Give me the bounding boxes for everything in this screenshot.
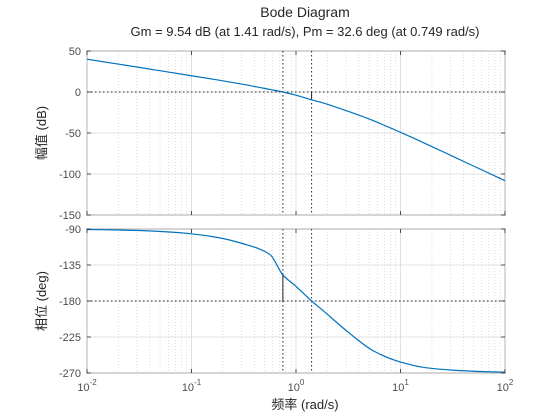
x-tick-label: 102 xyxy=(497,378,514,394)
x-tick-label: 100 xyxy=(288,378,305,394)
phase-y-tick-label: -135 xyxy=(59,260,81,272)
chart-subtitle: Gm = 9.54 dB (at 1.41 rad/s), Pm = 32.6 … xyxy=(130,24,479,39)
magnitude-y-tick-label: -50 xyxy=(65,128,81,140)
phase-y-tick-label: -90 xyxy=(65,224,81,236)
x-tick-labels: 10-2 10-1 100 101 102 xyxy=(77,378,514,394)
phase-y-tick-label: -180 xyxy=(59,296,81,308)
x-axis-label: 频率 (rad/s) xyxy=(271,397,338,412)
magnitude-y-tick-label: -100 xyxy=(59,169,81,181)
x-tick-label: 101 xyxy=(392,378,409,394)
phase-y-tick-label: -225 xyxy=(59,332,81,344)
x-tick-label: 10-1 xyxy=(182,378,202,394)
phase-curve xyxy=(86,228,506,373)
magnitude-y-tick-label: -150 xyxy=(59,210,81,222)
phase-y-tick-label: -270 xyxy=(59,368,81,380)
magnitude-y-tick-label: 50 xyxy=(69,46,81,58)
magnitude-plot: 50 0 -50 -100 -150 xyxy=(59,46,506,222)
magnitude-curve xyxy=(86,58,506,182)
magnitude-axis-label: 幅值 (dB) xyxy=(34,106,49,160)
phase-axis-label: 相位 (deg) xyxy=(34,271,49,331)
x-tick-label: 10-2 xyxy=(77,378,97,394)
magnitude-y-tick-label: 0 xyxy=(75,87,81,99)
phase-plot: -90 -135 -180 -225 -270 xyxy=(59,224,506,380)
chart-title: Bode Diagram xyxy=(260,4,350,20)
